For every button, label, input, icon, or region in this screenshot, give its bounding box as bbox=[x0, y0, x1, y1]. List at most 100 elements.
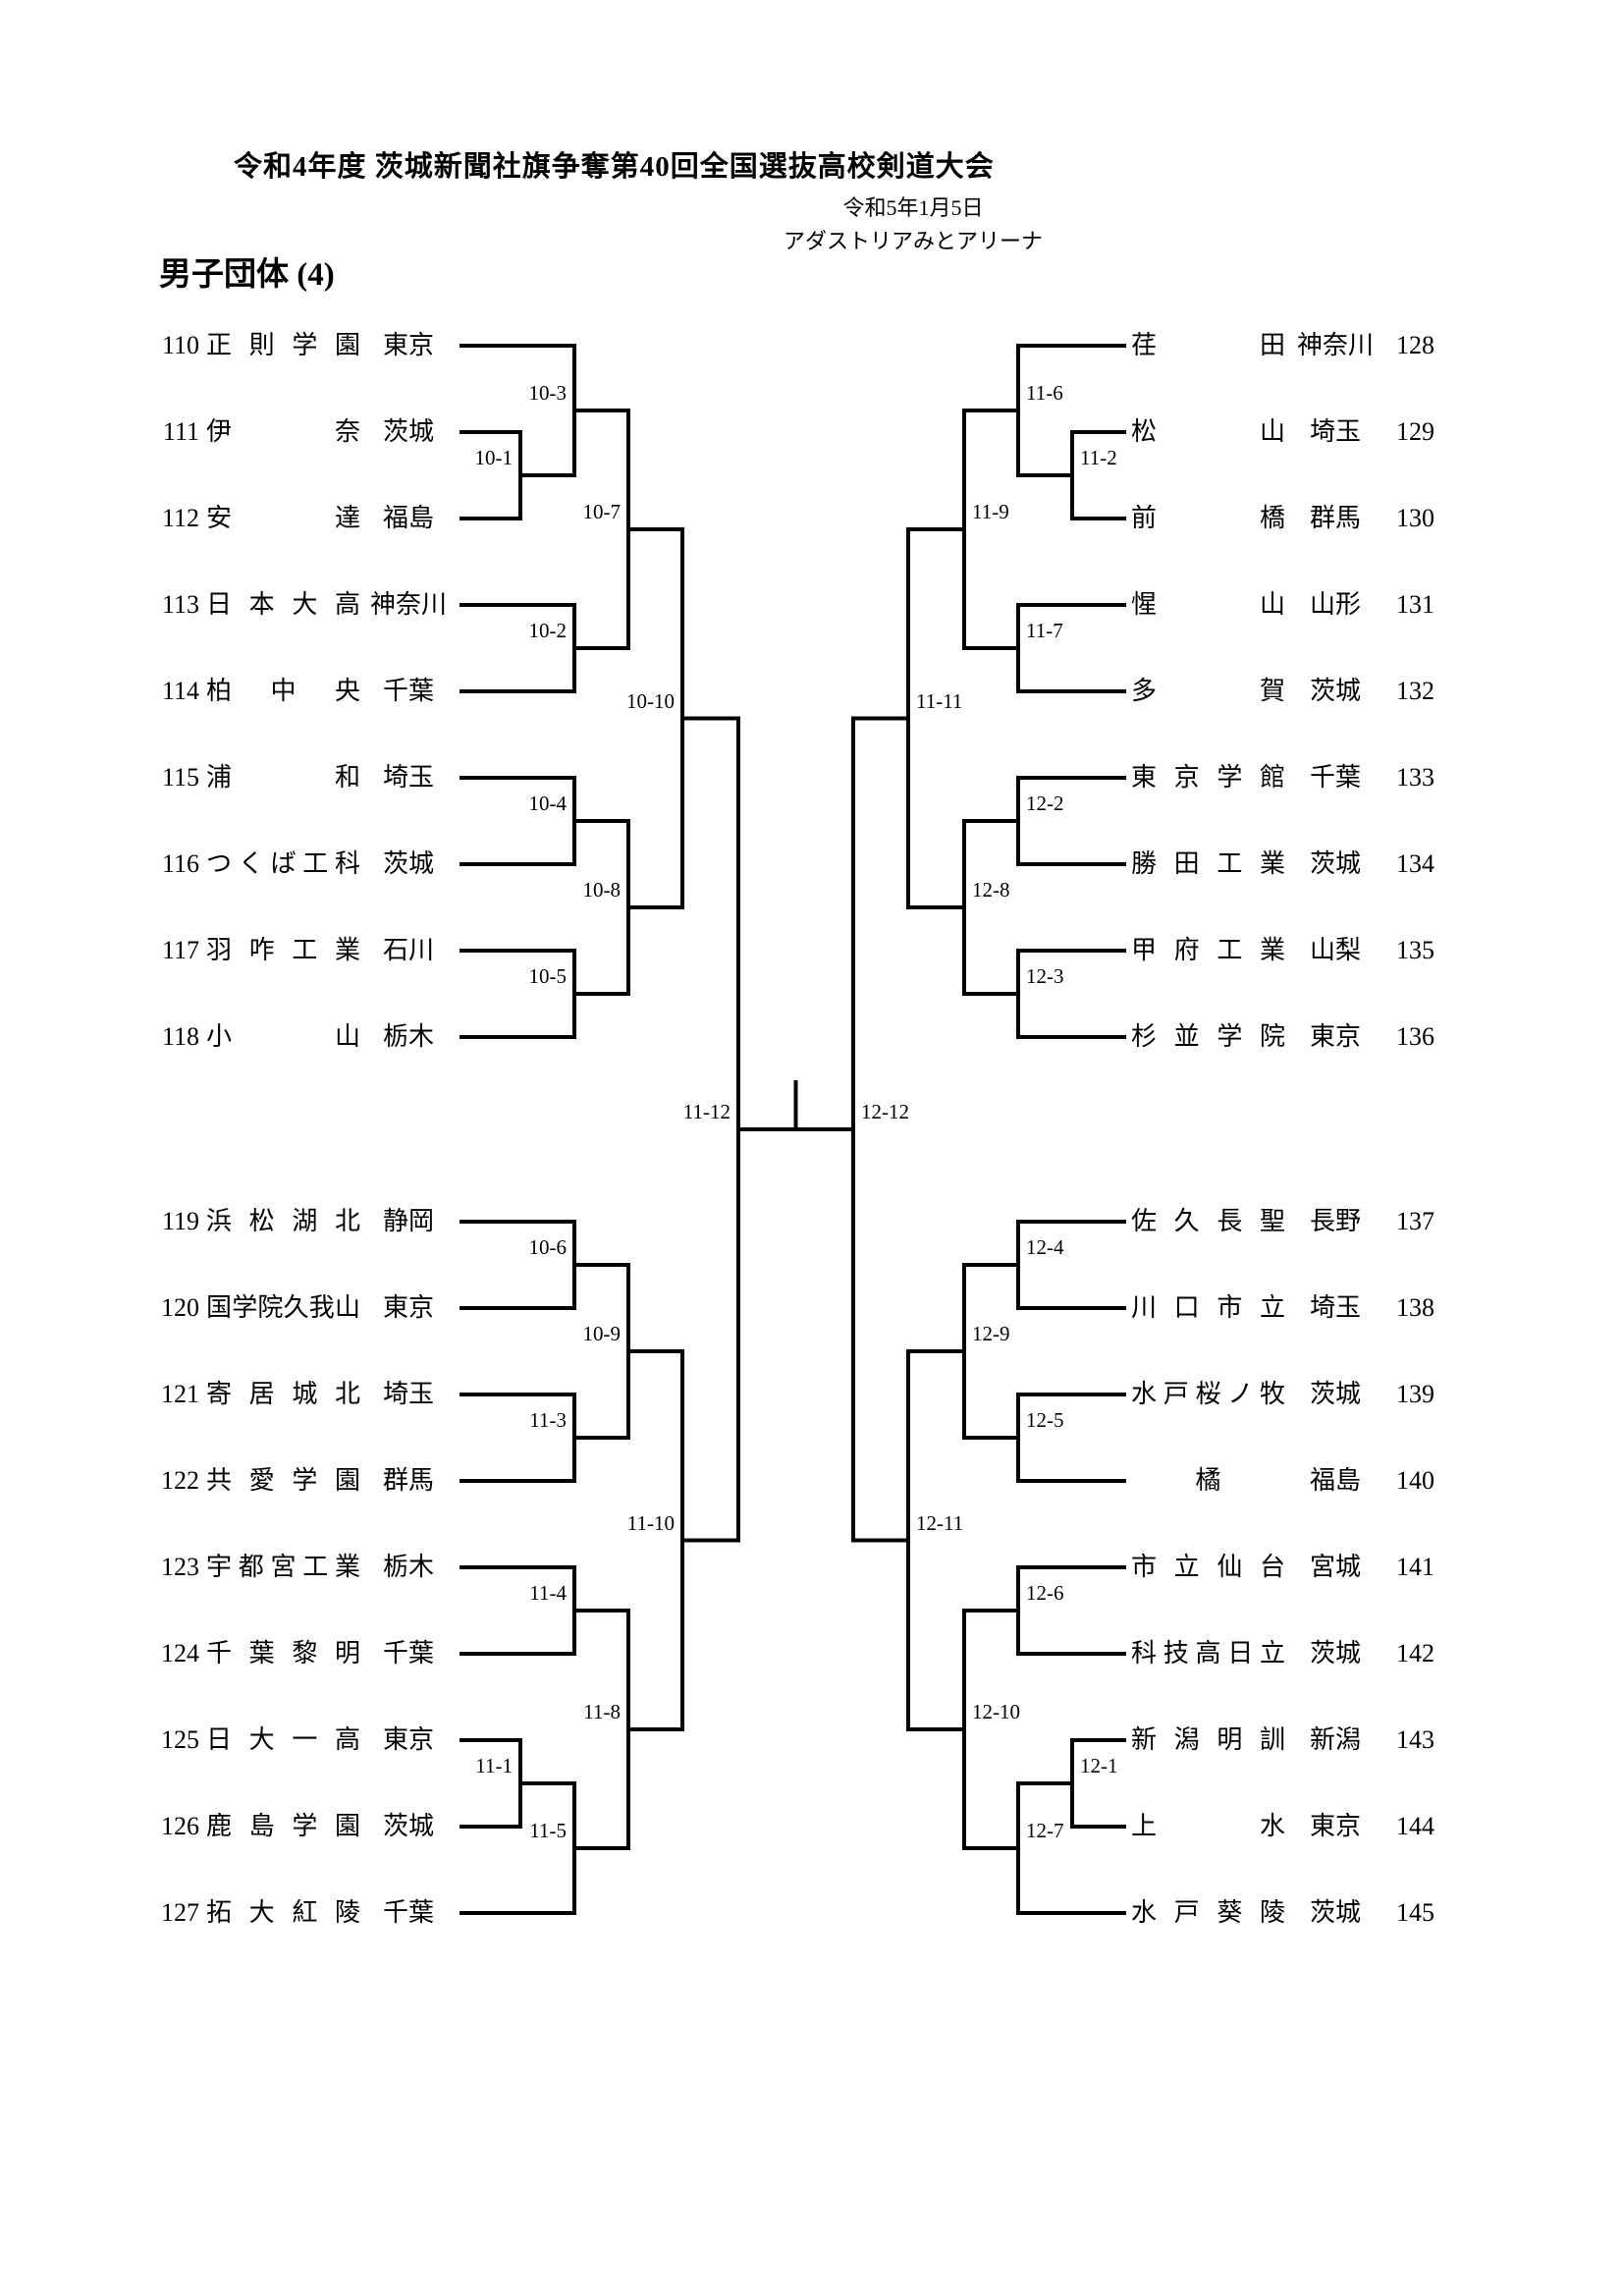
team-name-char: 田 bbox=[1259, 331, 1285, 359]
team-number: 143 bbox=[1396, 1725, 1434, 1754]
team-name-char: 牧 bbox=[1259, 1380, 1285, 1408]
team-name: 松山 bbox=[1131, 416, 1285, 448]
team-name-char: 潟 bbox=[1173, 1725, 1200, 1754]
team-number: 133 bbox=[1396, 763, 1434, 792]
team-name-char: く bbox=[238, 849, 264, 878]
team-prefecture: 千葉 bbox=[1309, 763, 1361, 792]
team-name-char: 院 bbox=[257, 1293, 284, 1322]
team-name-char: 館 bbox=[1259, 763, 1285, 792]
team-name-char: 上 bbox=[1131, 1812, 1158, 1840]
team-name-char: 園 bbox=[334, 331, 360, 359]
team-name-char: 日 bbox=[206, 1725, 233, 1754]
team-name: 上水 bbox=[1131, 1811, 1285, 1842]
team-name-char: 国 bbox=[206, 1293, 233, 1322]
team-name-char: 達 bbox=[334, 504, 360, 532]
match-label: 11-2 bbox=[1080, 446, 1117, 469]
team-name-char: 北 bbox=[334, 1380, 360, 1408]
team-prefecture: 神奈川 bbox=[1296, 331, 1374, 359]
team-name-char: 島 bbox=[248, 1812, 275, 1840]
team-name-char: 水 bbox=[1131, 1898, 1158, 1927]
team-name-char: 科 bbox=[1131, 1639, 1158, 1667]
team-number: 116 bbox=[161, 849, 199, 878]
team-name-char: 府 bbox=[1173, 936, 1200, 964]
team-number: 130 bbox=[1396, 504, 1434, 532]
team-prefecture: 栃木 bbox=[382, 1553, 434, 1581]
team-name-char: 伊 bbox=[206, 417, 233, 446]
team-prefecture: 東京 bbox=[1309, 1022, 1361, 1051]
team-number: 137 bbox=[1396, 1207, 1434, 1235]
team-name-char: 明 bbox=[334, 1639, 360, 1667]
team-name: 甲府工業 bbox=[1131, 935, 1285, 966]
team-prefecture: 福島 bbox=[1309, 1466, 1361, 1495]
team-number: 141 bbox=[1396, 1553, 1434, 1581]
match-label: 12-1 bbox=[1080, 1754, 1118, 1777]
team-name-char: 園 bbox=[334, 1466, 360, 1495]
match-label: 12-12 bbox=[861, 1100, 909, 1123]
team-number: 144 bbox=[1396, 1812, 1434, 1840]
team-prefecture: 神奈川 bbox=[369, 590, 447, 619]
team-name: 羽咋工業 bbox=[206, 935, 360, 966]
team-name-char: 奈 bbox=[334, 417, 360, 446]
team-prefecture: 東京 bbox=[382, 331, 434, 359]
team-name: 佐久長聖 bbox=[1131, 1206, 1285, 1237]
team-name: 科技高日立 bbox=[1131, 1638, 1285, 1669]
team-name-char: 戸 bbox=[1163, 1380, 1189, 1408]
match-label: 12-5 bbox=[1026, 1408, 1064, 1432]
team-prefecture: 栃木 bbox=[382, 1022, 434, 1051]
match-label: 10-5 bbox=[528, 964, 568, 988]
team-name-char: 学 bbox=[1217, 1022, 1243, 1051]
team-number: 119 bbox=[161, 1207, 199, 1235]
team-number: 129 bbox=[1396, 417, 1434, 446]
match-label: 10-7 bbox=[582, 500, 622, 523]
team-name: 杉並学院 bbox=[1131, 1021, 1285, 1053]
team-name-char: 大 bbox=[248, 1725, 275, 1754]
team-name: 橘 bbox=[1131, 1465, 1285, 1497]
team-name: 水戸桜ノ牧 bbox=[1131, 1379, 1285, 1410]
team-number: 135 bbox=[1396, 936, 1434, 964]
team-name: 東京学館 bbox=[1131, 762, 1285, 793]
team-name-char: 宮 bbox=[270, 1553, 297, 1581]
team-name-char: 安 bbox=[206, 504, 233, 532]
team-prefecture: 千葉 bbox=[382, 677, 434, 705]
team-name-char: 技 bbox=[1163, 1639, 1189, 1667]
team-name: 柏中央 bbox=[206, 676, 360, 707]
team-name-char: 並 bbox=[1173, 1022, 1200, 1051]
team-number: 128 bbox=[1396, 331, 1434, 359]
team-name-char: 湖 bbox=[292, 1207, 318, 1235]
team-name-char: 荏 bbox=[1131, 331, 1158, 359]
team-name-char: 学 bbox=[1217, 763, 1243, 792]
team-number: 124 bbox=[161, 1639, 199, 1667]
team-prefecture: 茨城 bbox=[1309, 1898, 1361, 1927]
team-name-char: 工 bbox=[1217, 936, 1243, 964]
team-number: 131 bbox=[1396, 590, 1434, 619]
team-name-char: 松 bbox=[248, 1207, 275, 1235]
team-name: 共愛学園 bbox=[206, 1465, 360, 1497]
team-name-char: 業 bbox=[334, 1553, 360, 1581]
team-name-char: 市 bbox=[1131, 1553, 1158, 1581]
match-label: 12-9 bbox=[972, 1322, 1010, 1345]
match-label: 12-8 bbox=[972, 878, 1010, 902]
team-number: 115 bbox=[161, 763, 199, 792]
team-prefecture: 茨城 bbox=[382, 1812, 434, 1840]
match-label: 10-9 bbox=[582, 1322, 622, 1345]
team-name-char: 共 bbox=[206, 1466, 233, 1495]
team-name: 浦和 bbox=[206, 762, 360, 793]
team-name-char: 央 bbox=[334, 677, 360, 705]
event-date: 令和5年1月5日 bbox=[842, 195, 984, 220]
team-name-char: 工 bbox=[302, 849, 329, 878]
section-heading: 男子団体 (4) bbox=[159, 257, 335, 293]
team-name-char: 田 bbox=[1173, 849, 1200, 878]
team-name-char: 惺 bbox=[1131, 590, 1158, 619]
match-label: 11-3 bbox=[529, 1408, 567, 1432]
team-name-char: 園 bbox=[334, 1812, 360, 1840]
team-name-char: 山 bbox=[334, 1022, 360, 1051]
team-prefecture: 茨城 bbox=[382, 417, 434, 446]
team-name-char: 浦 bbox=[206, 763, 233, 792]
team-name-char: 賀 bbox=[1259, 677, 1285, 705]
team-prefecture: 東京 bbox=[382, 1725, 434, 1754]
team-name-char: 立 bbox=[1173, 1553, 1200, 1581]
team-name-char: 学 bbox=[292, 1812, 318, 1840]
team-number: 113 bbox=[161, 590, 199, 619]
team-name-char: ば bbox=[270, 849, 297, 878]
